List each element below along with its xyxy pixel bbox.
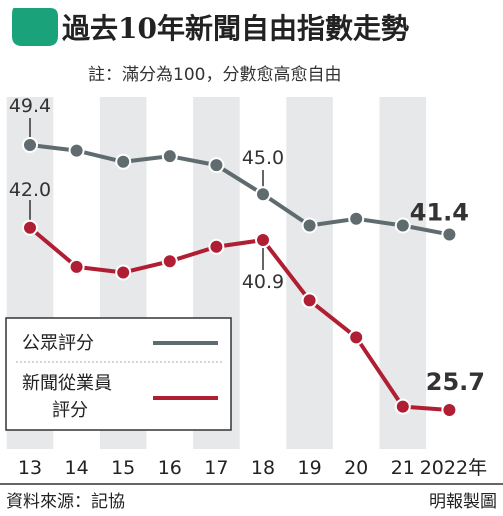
series-line-0 bbox=[29, 143, 450, 237]
legend-label-journalists-line1: 新聞從業員 bbox=[22, 373, 112, 394]
chart-note: 註：滿分為100，分數愈高愈自由 bbox=[88, 65, 341, 85]
data-label-public-2022: 41.4 bbox=[410, 198, 469, 226]
series-1-point-5 bbox=[255, 232, 271, 249]
legend: 公眾評分 新聞從業員 評分 bbox=[5, 317, 232, 431]
data-label-public-2018: 45.0 bbox=[242, 147, 284, 169]
credit-text: 明報製圖 bbox=[429, 492, 497, 512]
legend-label-public: 公眾評分 bbox=[22, 333, 94, 354]
data-label-public-2013: 49.4 bbox=[9, 95, 51, 117]
header: 過去10年新聞自由指數走勢 註：滿分為100，分數愈高愈自由 bbox=[12, 8, 409, 85]
speech-bubble-icon bbox=[12, 8, 58, 46]
legend-label-journalists-line2: 評分 bbox=[52, 400, 88, 421]
series-1-point-0 bbox=[22, 219, 38, 236]
series-0-point-4 bbox=[208, 157, 225, 174]
x-tick-label-2: 15 bbox=[111, 457, 135, 479]
series-1-point-2 bbox=[115, 264, 132, 281]
series-0-point-6 bbox=[301, 217, 318, 234]
series-0-point-2 bbox=[115, 153, 132, 170]
x-tick-label-1: 14 bbox=[65, 457, 89, 479]
x-axis-ticks: 13 14 15 16 17 18 19 20 21 2022年 bbox=[18, 457, 487, 479]
x-tick-label-7: 20 bbox=[344, 457, 368, 479]
chart-title: 過去10年新聞自由指數走勢 bbox=[62, 12, 409, 45]
series-1-point-1 bbox=[68, 258, 85, 275]
series-1-point-4 bbox=[208, 238, 225, 255]
series-0-point-0 bbox=[22, 137, 38, 153]
data-label-journalists-2018: 40.9 bbox=[242, 271, 284, 293]
series-1-point-8 bbox=[394, 398, 411, 415]
x-tick-label-9: 2022年 bbox=[420, 457, 487, 479]
source-text: 資料來源：記協 bbox=[6, 492, 125, 512]
series-lines bbox=[28, 143, 450, 412]
series-1-point-3 bbox=[161, 253, 178, 270]
series-0-point-7 bbox=[348, 210, 365, 227]
series-1-point-9 bbox=[441, 402, 458, 418]
data-label-journalists-2013: 42.0 bbox=[9, 179, 51, 201]
series-0-point-5 bbox=[255, 186, 271, 203]
x-tick-label-3: 16 bbox=[158, 457, 182, 479]
x-tick-label-4: 17 bbox=[204, 457, 228, 479]
data-labels: 49.4 42.0 45.0 40.9 41.4 25.7 bbox=[9, 95, 485, 396]
series-1-point-6 bbox=[301, 292, 318, 309]
x-tick-label-6: 19 bbox=[298, 457, 322, 479]
footer: 資料來源：記協 明報製圖 bbox=[0, 483, 503, 512]
grid-band-6 bbox=[286, 97, 333, 449]
series-0-point-3 bbox=[161, 148, 178, 165]
series-0-point-9 bbox=[441, 226, 458, 243]
data-label-journalists-2022: 25.7 bbox=[426, 368, 485, 396]
series-0-point-1 bbox=[68, 142, 85, 159]
x-tick-label-0: 13 bbox=[18, 457, 42, 479]
x-tick-label-5: 18 bbox=[251, 457, 275, 479]
series-1-point-7 bbox=[348, 329, 365, 346]
series-line-1 bbox=[28, 226, 450, 412]
grid-band-8 bbox=[379, 97, 427, 449]
x-tick-label-8: 21 bbox=[391, 457, 415, 479]
series-points bbox=[22, 137, 458, 418]
series-0-point-8 bbox=[394, 217, 411, 234]
legend-box bbox=[5, 317, 232, 431]
